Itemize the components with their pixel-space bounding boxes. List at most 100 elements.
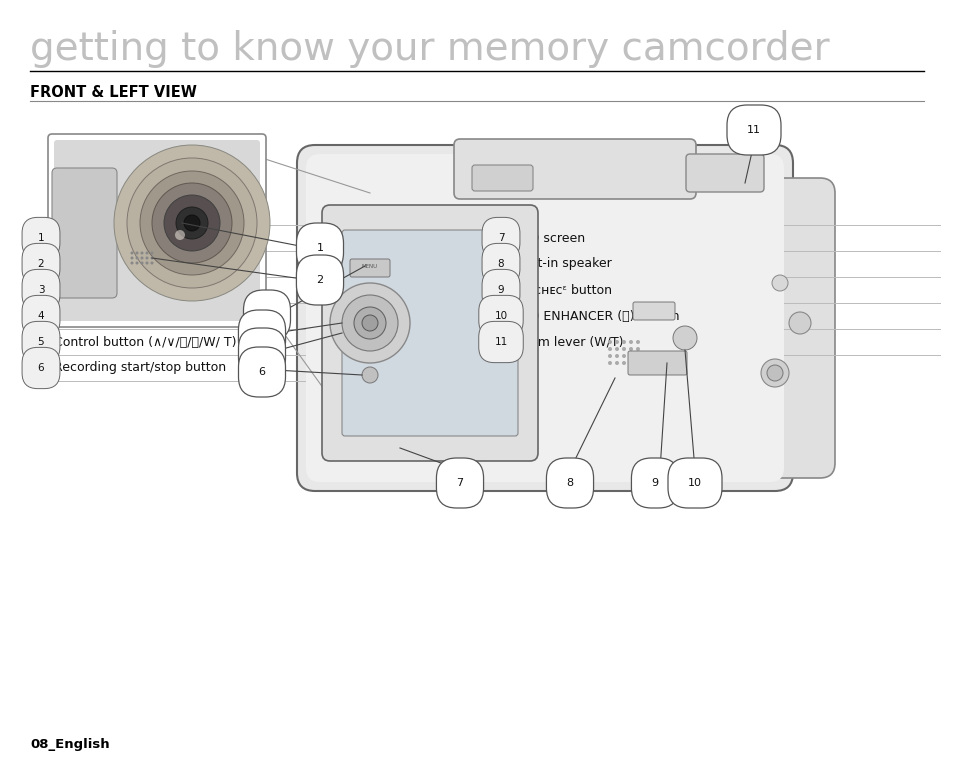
Text: Built-in speaker: Built-in speaker <box>514 257 611 271</box>
FancyBboxPatch shape <box>54 140 260 321</box>
Circle shape <box>636 354 639 358</box>
Circle shape <box>361 367 377 383</box>
Circle shape <box>135 261 138 264</box>
Circle shape <box>636 361 639 365</box>
Circle shape <box>615 361 618 365</box>
Text: Lens: Lens <box>54 231 83 244</box>
Circle shape <box>146 261 149 264</box>
Circle shape <box>146 257 149 260</box>
FancyBboxPatch shape <box>684 178 834 478</box>
Text: 8: 8 <box>497 259 504 269</box>
Text: 11: 11 <box>494 337 507 347</box>
Circle shape <box>607 340 612 344</box>
Circle shape <box>152 183 232 263</box>
Text: 10: 10 <box>687 478 701 488</box>
FancyBboxPatch shape <box>296 145 792 491</box>
Circle shape <box>621 340 625 344</box>
Text: 7: 7 <box>456 478 463 488</box>
Text: Internal microphone: Internal microphone <box>54 257 180 271</box>
Text: FRONT & LEFT VIEW: FRONT & LEFT VIEW <box>30 85 196 100</box>
Circle shape <box>621 361 625 365</box>
Circle shape <box>672 326 697 350</box>
Circle shape <box>760 359 788 387</box>
Circle shape <box>131 257 133 260</box>
Text: 1: 1 <box>38 233 44 243</box>
Circle shape <box>151 257 153 260</box>
Circle shape <box>607 361 612 365</box>
Text: 6: 6 <box>38 363 44 373</box>
FancyBboxPatch shape <box>350 259 390 277</box>
Text: LCD screen: LCD screen <box>514 231 584 244</box>
Text: LCD ENHANCER (⧸) button: LCD ENHANCER (⧸) button <box>514 309 679 322</box>
Text: MENU button: MENU button <box>54 284 136 297</box>
Circle shape <box>628 354 633 358</box>
Circle shape <box>607 354 612 358</box>
Circle shape <box>164 195 220 251</box>
Circle shape <box>330 283 410 363</box>
Circle shape <box>628 340 633 344</box>
Text: 10: 10 <box>494 311 507 321</box>
Circle shape <box>636 347 639 351</box>
Circle shape <box>636 340 639 344</box>
FancyBboxPatch shape <box>48 134 266 327</box>
Circle shape <box>175 207 208 239</box>
Circle shape <box>354 307 386 339</box>
Circle shape <box>184 215 200 231</box>
Text: 4: 4 <box>38 311 44 321</box>
FancyBboxPatch shape <box>52 168 117 298</box>
Text: getting to know your memory camcorder: getting to know your memory camcorder <box>30 30 829 68</box>
Text: Control button (∧/∨/〈/〉/W/ T): Control button (∧/∨/〈/〉/W/ T) <box>54 335 236 349</box>
FancyBboxPatch shape <box>454 139 696 199</box>
Text: 1: 1 <box>316 243 323 253</box>
FancyBboxPatch shape <box>472 165 533 191</box>
Circle shape <box>771 275 787 291</box>
Circle shape <box>135 257 138 260</box>
Circle shape <box>140 251 143 254</box>
Text: 3: 3 <box>263 310 271 320</box>
Text: 2: 2 <box>316 275 323 285</box>
Text: 8: 8 <box>566 478 573 488</box>
Text: 7: 7 <box>497 233 504 243</box>
Text: 3: 3 <box>38 285 44 295</box>
Text: 9: 9 <box>651 478 658 488</box>
Circle shape <box>146 251 149 254</box>
Text: Zoom lever (W/T): Zoom lever (W/T) <box>514 335 623 349</box>
Circle shape <box>140 257 143 260</box>
Circle shape <box>131 251 133 254</box>
Circle shape <box>135 251 138 254</box>
FancyBboxPatch shape <box>341 230 517 436</box>
Circle shape <box>151 261 153 264</box>
FancyBboxPatch shape <box>322 205 537 461</box>
Text: 5: 5 <box>258 348 265 358</box>
Circle shape <box>766 365 782 381</box>
Circle shape <box>113 145 270 301</box>
Text: OK button: OK button <box>54 309 117 322</box>
Circle shape <box>174 230 185 240</box>
Text: 11: 11 <box>746 125 760 135</box>
Circle shape <box>140 261 143 264</box>
Circle shape <box>131 261 133 264</box>
Circle shape <box>788 312 810 334</box>
Circle shape <box>628 347 633 351</box>
Text: Recording start/stop button: Recording start/stop button <box>54 362 226 374</box>
Circle shape <box>361 315 377 331</box>
Circle shape <box>615 347 618 351</box>
Text: 2: 2 <box>38 259 44 269</box>
FancyBboxPatch shape <box>633 302 675 320</box>
Text: 4: 4 <box>258 330 265 340</box>
Text: MENU: MENU <box>361 264 377 268</box>
Text: 6: 6 <box>258 367 265 377</box>
Text: 9: 9 <box>497 285 504 295</box>
Circle shape <box>628 361 633 365</box>
Circle shape <box>127 158 256 288</box>
Text: 5: 5 <box>38 337 44 347</box>
Circle shape <box>140 171 244 275</box>
FancyBboxPatch shape <box>627 351 686 375</box>
Text: ■⁄ ᴵᴄʜᴇᴄᵋ button: ■⁄ ᴵᴄʜᴇᴄᵋ button <box>514 284 612 297</box>
Circle shape <box>621 347 625 351</box>
Text: 08_English: 08_English <box>30 738 110 751</box>
Circle shape <box>151 251 153 254</box>
Circle shape <box>615 354 618 358</box>
Circle shape <box>341 295 397 351</box>
Circle shape <box>607 347 612 351</box>
